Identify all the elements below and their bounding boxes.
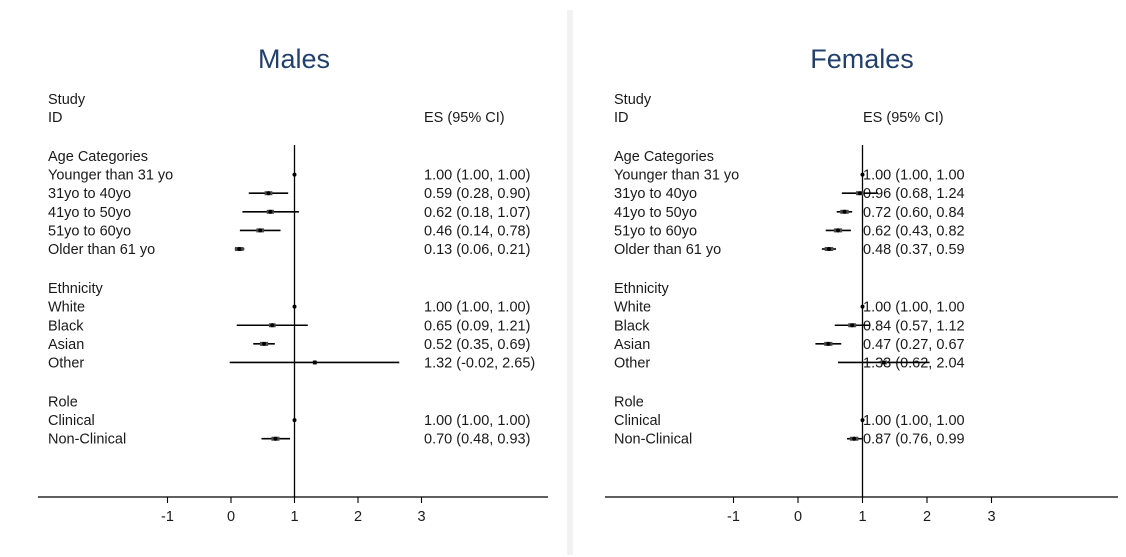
plot-title: Males xyxy=(258,44,330,74)
row-label: 41yo to 50yo xyxy=(614,205,697,221)
males-forest-plot: Males Study ID ES (95% CI) Age Categories You… xyxy=(38,44,548,525)
row-es-text: 1.00 (1.00, 1.00) xyxy=(424,413,530,429)
row-label: Black xyxy=(48,318,84,334)
x-tick-label: 2 xyxy=(354,509,362,525)
effect-point xyxy=(881,360,886,365)
effect-point xyxy=(835,228,840,233)
row-es-text: 1.00 (1.00, 1.00 xyxy=(863,300,965,316)
plot-title: Females xyxy=(810,44,914,74)
x-tick-label: 1 xyxy=(858,509,866,525)
x-tick-label: 0 xyxy=(227,509,235,525)
row-es-text: 0.13 (0.06, 0.21) xyxy=(424,242,530,258)
row-label: Non-Clinical xyxy=(614,432,692,448)
row-es-text: 0.84 (0.57, 1.12 xyxy=(863,318,965,334)
females-forest-panel: Females Study ID ES (95% CI) Age Categories Y… xyxy=(573,0,1126,557)
column-header-study: Study xyxy=(614,92,652,108)
row-es-text: 1.32 (-0.02, 2.65) xyxy=(424,355,535,371)
effect-point xyxy=(860,418,865,423)
effect-point xyxy=(826,341,831,346)
row-label: Older than 61 yo xyxy=(614,242,721,258)
x-tick-label: 3 xyxy=(417,509,425,525)
effect-point xyxy=(292,172,297,177)
row-es-text: 0.46 (0.14, 0.78) xyxy=(424,223,530,239)
effect-point xyxy=(292,304,297,309)
x-tick-label: 3 xyxy=(987,509,995,525)
row-es-text: 0.65 (0.09, 1.21) xyxy=(424,318,530,334)
x-tick-label: 1 xyxy=(290,509,298,525)
row-es-text: 0.70 (0.48, 0.93) xyxy=(424,432,530,448)
row-label: Younger than 31 yo xyxy=(614,168,739,184)
row-es-text: 0.52 (0.35, 0.69) xyxy=(424,337,530,353)
effect-point xyxy=(258,228,263,233)
group-heading: Age Categories xyxy=(614,149,714,165)
row-es-text: 0.47 (0.27, 0.67 xyxy=(863,337,965,353)
row-label: White xyxy=(614,300,651,316)
effect-point xyxy=(268,209,273,214)
males-forest-panel: Males Study ID ES (95% CI) Age Categories You… xyxy=(38,44,548,525)
group-heading: Ethnicity xyxy=(614,281,670,297)
effect-point xyxy=(852,436,857,441)
column-header-study: Study xyxy=(48,92,86,108)
effect-point xyxy=(860,304,865,309)
row-es-text: 0.96 (0.68, 1.24 xyxy=(863,186,965,202)
row-label: Clinical xyxy=(614,413,661,429)
panel-divider xyxy=(567,10,573,555)
effect-point xyxy=(312,360,317,365)
x-tick-label: 2 xyxy=(923,509,931,525)
effect-point xyxy=(262,341,267,346)
group-heading: Role xyxy=(48,395,78,411)
x-tick-label: -1 xyxy=(727,509,740,525)
row-label: Other xyxy=(48,355,84,371)
effect-point xyxy=(273,436,278,441)
row-label: 51yo to 60yo xyxy=(614,223,697,239)
row-es-text: 0.48 (0.37, 0.59 xyxy=(863,242,965,258)
row-label: Other xyxy=(614,355,650,371)
effect-point xyxy=(270,323,275,328)
females-forest-plot: Females Study ID ES (95% CI) Age Categories Y… xyxy=(605,44,1118,525)
x-tick-label: 0 xyxy=(794,509,802,525)
column-header-es: ES (95% CI) xyxy=(863,110,944,126)
row-es-text: 0.72 (0.60, 0.84 xyxy=(863,205,965,221)
column-header-id: ID xyxy=(48,110,63,126)
row-es-text: 0.87 (0.76, 0.99 xyxy=(863,432,965,448)
effect-point xyxy=(857,191,862,196)
x-tick-label: -1 xyxy=(161,509,174,525)
group-heading: Role xyxy=(614,395,644,411)
row-label: 41yo to 50yo xyxy=(48,205,131,221)
row-label: 31yo to 40yo xyxy=(614,186,697,202)
row-label: Asian xyxy=(48,337,84,353)
row-label: White xyxy=(48,300,85,316)
row-label: Younger than 31 yo xyxy=(48,168,173,184)
effect-point xyxy=(266,191,271,196)
row-es-text: 0.59 (0.28, 0.90) xyxy=(424,186,530,202)
row-label: Black xyxy=(614,318,650,334)
group-heading: Age Categories xyxy=(48,149,148,165)
row-label: Clinical xyxy=(48,413,95,429)
row-es-text: 0.62 (0.43, 0.82 xyxy=(863,223,965,239)
row-label: 51yo to 60yo xyxy=(48,223,131,239)
row-label: Older than 61 yo xyxy=(48,242,155,258)
row-es-text: 1.00 (1.00, 1.00) xyxy=(424,168,530,184)
column-header-es: ES (95% CI) xyxy=(424,110,505,126)
row-label: Asian xyxy=(614,337,650,353)
effect-point xyxy=(237,247,242,251)
group-heading: Ethnicity xyxy=(48,281,104,297)
row-es-text: 1.00 (1.00, 1.00 xyxy=(863,413,965,429)
effect-point xyxy=(842,209,847,214)
row-es-text: 1.33 (0.62, 2.04 xyxy=(863,355,965,371)
row-label: 31yo to 40yo xyxy=(48,186,131,202)
row-es-text: 1.00 (1.00, 1.00) xyxy=(424,300,530,316)
row-label: Non-Clinical xyxy=(48,432,126,448)
effect-point xyxy=(850,323,855,328)
effect-point xyxy=(860,172,865,177)
effect-point xyxy=(292,418,297,423)
effect-point xyxy=(826,247,831,251)
row-es-text: 0.62 (0.18, 1.07) xyxy=(424,205,530,221)
column-header-id: ID xyxy=(614,110,629,126)
row-es-text: 1.00 (1.00, 1.00 xyxy=(863,168,965,184)
